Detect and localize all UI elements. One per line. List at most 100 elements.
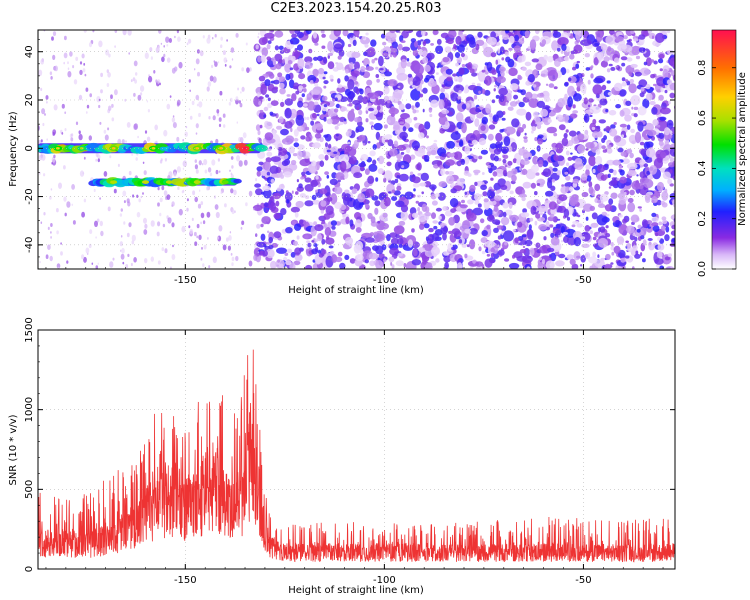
- noise-blob: [525, 111, 532, 121]
- noise-blob: [362, 142, 366, 146]
- noise-blob: [197, 71, 200, 77]
- noise-blob: [637, 121, 644, 132]
- noise-blob: [303, 88, 307, 93]
- noise-blob: [375, 245, 384, 255]
- noise-blob: [154, 124, 158, 131]
- noise-blob: [626, 39, 631, 43]
- noise-blob: [407, 73, 413, 78]
- noise-blob: [54, 65, 58, 72]
- noise-blob: [507, 160, 513, 166]
- noise-blob: [575, 63, 580, 69]
- noise-blob: [585, 216, 589, 221]
- noise-blob: [547, 177, 553, 183]
- noise-blob: [478, 246, 482, 252]
- noise-blob: [580, 236, 586, 240]
- noise-blob: [310, 120, 315, 126]
- noise-blob: [269, 146, 273, 150]
- noise-blob: [365, 237, 375, 243]
- noise-blob: [336, 133, 339, 137]
- noise-blob: [628, 71, 633, 77]
- noise-blob: [149, 47, 153, 52]
- noise-blob: [395, 129, 401, 135]
- noise-blob: [599, 98, 608, 106]
- noise-blob: [255, 124, 261, 131]
- noise-blob: [424, 181, 432, 188]
- noise-blob: [248, 190, 253, 197]
- noise-blob: [419, 182, 427, 187]
- noise-blob: [199, 189, 201, 192]
- noise-blob: [373, 122, 383, 131]
- noise-blob: [178, 61, 183, 69]
- noise-blob: [304, 56, 313, 63]
- noise-blob: [658, 58, 664, 64]
- noise-blob: [476, 113, 484, 119]
- noise-blob: [626, 57, 633, 62]
- noise-blob: [555, 229, 561, 236]
- noise-blob: [525, 80, 531, 86]
- noise-blob: [278, 116, 284, 124]
- noise-blob: [412, 76, 421, 87]
- snr-ytick-label: 1000: [24, 397, 35, 422]
- noise-blob: [307, 242, 312, 248]
- noise-blob: [293, 142, 300, 148]
- noise-blob: [431, 232, 439, 242]
- noise-blob: [500, 141, 503, 146]
- noise-blob: [43, 173, 46, 177]
- noise-blob: [430, 99, 439, 108]
- noise-blob: [188, 225, 191, 229]
- noise-blob: [314, 133, 322, 139]
- noise-blob: [626, 148, 633, 154]
- noise-blob: [534, 191, 538, 196]
- noise-blob: [240, 226, 243, 230]
- noise-blob: [657, 236, 661, 241]
- noise-blob: [435, 155, 441, 159]
- noise-blob: [290, 159, 297, 166]
- noise-blob: [521, 37, 525, 41]
- noise-blob: [150, 56, 153, 60]
- noise-blob: [64, 111, 67, 114]
- noise-blob: [412, 49, 419, 57]
- noise-blob: [556, 170, 561, 176]
- noise-blob: [400, 151, 405, 155]
- noise-blob: [117, 163, 120, 167]
- noise-blob: [639, 208, 642, 212]
- noise-blob: [398, 173, 409, 182]
- noise-blob: [313, 31, 317, 39]
- noise-blob: [526, 266, 531, 269]
- noise-blob: [285, 73, 291, 81]
- noise-blob: [588, 155, 596, 167]
- noise-blob: [189, 228, 194, 235]
- noise-blob: [516, 108, 527, 116]
- noise-blob: [454, 52, 461, 58]
- noise-blob: [202, 35, 205, 39]
- noise-blob: [155, 79, 158, 83]
- noise-blob: [256, 223, 261, 229]
- noise-blob: [531, 125, 537, 132]
- noise-blob: [299, 158, 311, 167]
- noise-blob: [529, 39, 537, 51]
- noise-blob: [504, 258, 510, 262]
- noise-blob: [209, 172, 213, 177]
- noise-blob: [224, 203, 227, 208]
- noise-blob: [563, 56, 570, 62]
- noise-blob: [532, 111, 539, 118]
- noise-blob: [156, 231, 160, 237]
- noise-blob: [211, 37, 214, 40]
- noise-blob: [81, 53, 85, 59]
- noise-blob: [539, 257, 542, 261]
- noise-blob: [414, 40, 418, 48]
- noise-blob: [284, 141, 288, 145]
- noise-blob: [417, 49, 424, 56]
- noise-blob: [459, 204, 468, 209]
- noise-blob: [158, 30, 162, 34]
- noise-blob: [70, 137, 74, 142]
- noise-blob: [535, 63, 543, 71]
- noise-blob: [480, 237, 488, 244]
- noise-blob: [134, 79, 138, 84]
- noise-blob: [91, 262, 94, 265]
- noise-blob: [253, 247, 261, 257]
- noise-blob: [96, 218, 100, 223]
- noise-blob: [643, 179, 654, 189]
- noise-blob: [220, 44, 223, 48]
